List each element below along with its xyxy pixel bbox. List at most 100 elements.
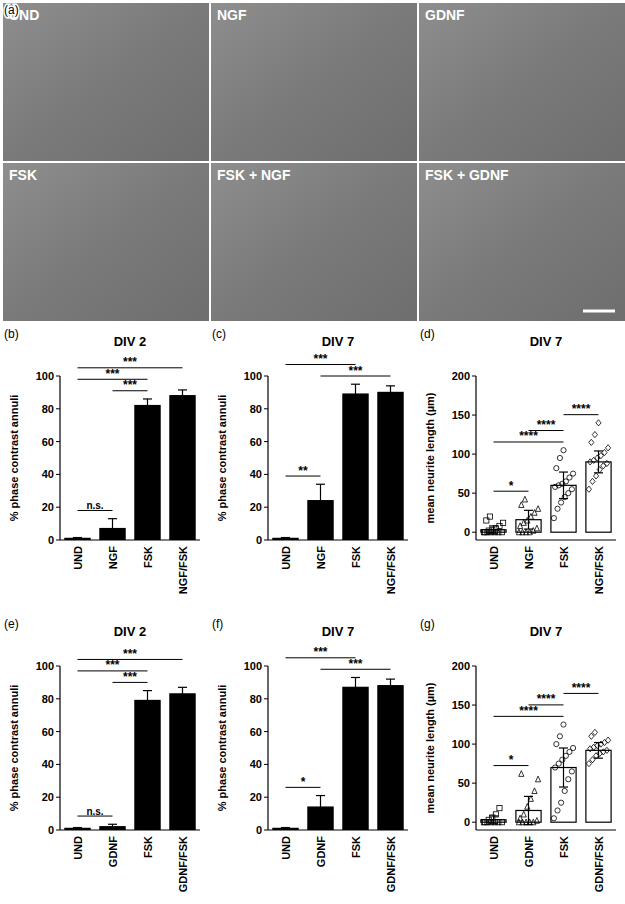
bar [273,538,298,540]
data-point [532,788,537,794]
y-tick [56,408,60,409]
y-axis [267,376,268,540]
y-tick [472,666,476,667]
y-tick-label: 150 [452,699,470,711]
error-cap [489,815,498,816]
data-point [499,530,504,535]
significance-label: ** [298,464,308,478]
error-cap [559,498,568,499]
x-tick-label: FSK [350,546,362,568]
significance-label: *** [105,367,119,381]
plot-area [273,384,403,540]
chart: (c)DIV 7% phase contrast annuli020406080… [212,327,408,594]
significance-label: * [509,479,514,493]
chart: (e)DIV 2% phase contrast annuli020406080… [4,617,200,892]
error-cap [108,829,117,830]
error-cap [178,687,187,688]
bar [378,686,403,830]
error-line [528,510,529,529]
error-bar [559,472,568,499]
x-tick-label: FSK [142,836,154,858]
micrograph-label: FSK + NGF [217,167,291,183]
y-tick-label: 80 [42,693,54,705]
error-bar [178,687,187,700]
error-bar [73,538,82,540]
data-point [499,820,504,825]
error-cap [108,518,117,519]
y-tick-label: 80 [250,403,262,415]
significance-label: *** [123,647,137,661]
error-line [320,484,321,517]
y-axis-label: % phase contrast annuli [8,395,20,522]
x-tick-label: FSK [350,836,362,858]
bar [586,462,611,532]
error-cap [559,786,568,787]
chart-title: DIV 2 [114,624,147,639]
error-bar [559,748,568,787]
panel-label: (e) [4,617,19,631]
micrograph [211,3,417,161]
error-cap [594,472,603,473]
y-tick-label: 80 [42,403,54,415]
y-tick [472,822,476,823]
error-cap [559,747,568,748]
y-tick [56,474,60,475]
data-point [594,473,599,479]
data-point [525,803,530,809]
error-line [355,677,356,697]
y-axis [475,666,476,830]
data-point [555,506,560,511]
significance-label: **** [519,704,538,718]
x-tick-label: UND [280,836,292,860]
error-cap [524,796,533,797]
error-cap [281,537,290,538]
error-bar [524,796,533,824]
y-tick [264,507,268,508]
data-point [605,445,610,451]
plot-area [273,677,403,830]
bar [343,394,368,540]
y-tick-label: 100 [36,660,54,672]
y-tick [56,507,60,508]
y-tick-label: 200 [452,370,470,382]
x-tick-label: NGF [107,546,119,570]
micrograph-label: NGF [217,7,247,23]
error-cap [489,525,498,526]
error-bar [108,824,117,829]
y-axis-label: % phase contrast annuli [216,395,228,522]
error-cap [178,401,187,402]
data-point [595,455,600,461]
data-point [601,463,606,469]
x-tick-label: GDNF/FSK [593,836,605,892]
error-bar [386,386,395,399]
plot-area [65,687,195,830]
error-cap [386,679,395,680]
scale-bar [583,310,615,313]
data-point [605,737,610,743]
error-cap [178,389,187,390]
significance-label: *** [313,352,327,366]
y-tick [56,830,60,831]
error-cap [316,818,325,819]
data-point [535,776,540,782]
bar [170,396,195,540]
y-axis [475,376,476,540]
y-tick-label: 20 [250,501,262,513]
micrograph-panel: UNDNGFGDNFFSKFSK + NGFFSK + GDNF(a) [3,3,625,321]
error-line [182,390,183,401]
y-tick [472,705,476,706]
error-bar [524,510,533,529]
y-tick [264,540,268,541]
error-cap [351,403,360,404]
significance-label: *** [123,355,137,369]
data-point [566,777,571,782]
y-tick [472,493,476,494]
error-cap [386,385,395,386]
x-tick-label: UND [280,546,292,570]
y-tick-label: 40 [42,468,54,480]
y-tick-label: 80 [250,693,262,705]
bar [343,687,368,830]
data-point [597,467,602,473]
y-tick-label: 200 [452,660,470,672]
significance-label: **** [537,418,556,432]
